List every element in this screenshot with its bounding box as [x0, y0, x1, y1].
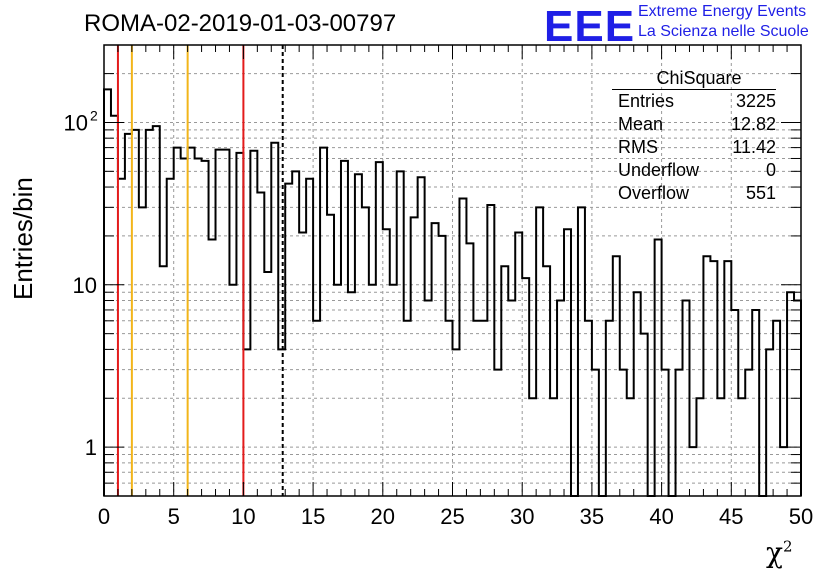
- y-tick-label: 10: [64, 110, 88, 135]
- x-tick-label: 10: [231, 504, 255, 529]
- x-tick-label: 40: [649, 504, 673, 529]
- stats-label: RMS: [618, 137, 658, 157]
- stats-value: 551: [745, 183, 776, 203]
- x-tick-label: 15: [301, 504, 325, 529]
- x-tick-label: 25: [440, 504, 464, 529]
- x-tick-label: 0: [98, 504, 110, 529]
- stats-label: Underflow: [618, 160, 700, 180]
- x-axis-label-exponent: 2: [782, 537, 793, 556]
- x-axis-label-symbol: χ: [766, 536, 783, 569]
- y-tick-label: 1: [85, 435, 97, 460]
- stats-value: 12.82: [730, 114, 776, 134]
- x-axis-label: χ2: [766, 536, 793, 569]
- stats-row-mean: Mean 12.82: [612, 113, 776, 136]
- stats-label: Entries: [618, 91, 675, 111]
- y-tick-label-exponent: 2: [90, 107, 98, 123]
- x-tick-label: 20: [371, 504, 395, 529]
- stats-value: 3225: [735, 91, 776, 111]
- stats-box: ChiSquare Entries 3225 Mean 12.82 RMS 11…: [612, 67, 776, 205]
- histogram-series: [103, 88, 802, 497]
- x-tick-label: 50: [789, 504, 813, 529]
- logo-caption-line1: Extreme Energy Events: [638, 3, 807, 20]
- x-tick-label: 35: [580, 504, 604, 529]
- x-tick-label: 45: [719, 504, 743, 529]
- y-tick-label: 10: [73, 273, 97, 298]
- stats-row-underflow: Underflow 0: [612, 159, 776, 182]
- stats-row-rms: RMS 11.42: [612, 136, 776, 159]
- eee-logo: EEE: [544, 2, 636, 51]
- x-tick-label: 30: [510, 504, 534, 529]
- stats-value: 11.42: [732, 137, 776, 157]
- chart-title: ROMA-02-2019-01-03-00797: [84, 10, 397, 37]
- stats-label: Mean: [618, 114, 664, 134]
- stats-label: Overflow: [618, 183, 690, 203]
- stats-row-overflow: Overflow 551: [612, 182, 776, 205]
- y-axis-label: Entries/bin: [8, 177, 38, 300]
- x-tick-label: 5: [168, 504, 180, 529]
- logo-caption-line2: La Scienza nelle Scuole: [638, 23, 809, 40]
- stats-title: ChiSquare: [612, 67, 776, 90]
- stats-value: 0: [765, 160, 776, 180]
- stats-row-entries: Entries 3225: [612, 90, 776, 113]
